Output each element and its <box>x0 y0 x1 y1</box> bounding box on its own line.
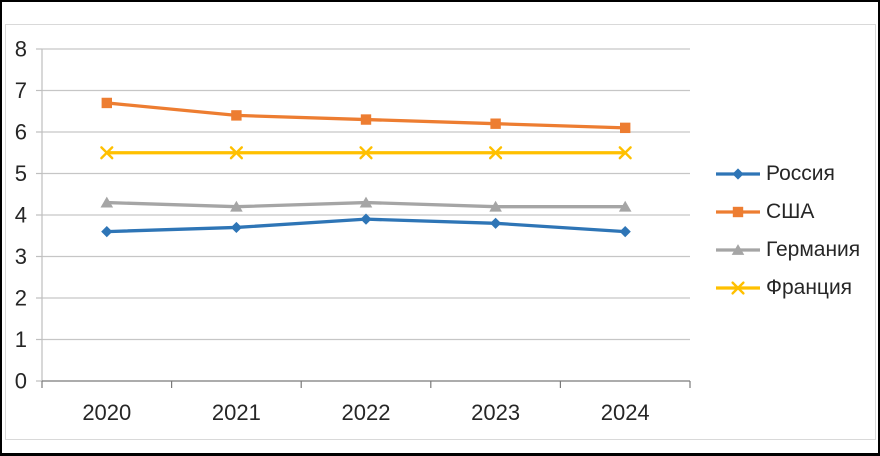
data-point-france-2024[interactable] <box>618 146 632 160</box>
y-axis-tick-label: 4 <box>15 203 27 228</box>
y-axis-tick-label: 2 <box>15 286 27 311</box>
x-axis-tick-label: 2020 <box>82 400 131 425</box>
y-axis-tick-label: 6 <box>15 120 27 145</box>
legend-label-germany: Германия <box>766 238 861 261</box>
data-point-russia-2023[interactable] <box>490 217 502 229</box>
series-usa[interactable] <box>101 97 631 134</box>
data-point-france-2023[interactable] <box>489 146 503 160</box>
legend-item-germany[interactable]: Германия <box>716 238 860 262</box>
data-point-germany-2022[interactable] <box>359 196 373 208</box>
y-axis-tick-label: 0 <box>15 369 27 394</box>
data-point-russia-2024[interactable] <box>619 226 631 238</box>
series-france[interactable] <box>100 146 632 160</box>
data-point-usa-2021[interactable] <box>231 110 242 121</box>
y-axis-tick-label: 5 <box>15 161 27 186</box>
legend-label-usa: США <box>766 200 815 223</box>
legend-item-france[interactable]: Франция <box>716 276 860 300</box>
legend-marker-germany <box>716 244 760 255</box>
legend-item-russia[interactable]: Россия <box>716 162 860 186</box>
y-axis-tick-label: 8 <box>15 37 27 62</box>
data-point-usa-2020[interactable] <box>101 97 112 109</box>
chart-area-border <box>5 24 876 440</box>
legend-item-usa[interactable]: США <box>716 200 860 224</box>
series-germany[interactable] <box>100 196 632 212</box>
y-axis-tick-label: 7 <box>15 78 27 103</box>
data-point-france-2021[interactable] <box>229 146 243 160</box>
y-axis-tick-label: 1 <box>15 327 27 352</box>
data-point-russia-2020[interactable] <box>101 226 113 238</box>
data-point-germany-2021[interactable] <box>230 200 243 212</box>
data-point-france-2020[interactable] <box>100 146 114 160</box>
x-axis-tick-label: 2023 <box>471 400 520 425</box>
chart-legend: Россия США Германия Франция <box>716 162 860 300</box>
data-point-russia-2021[interactable] <box>230 221 242 234</box>
legend-label-france: Франция <box>766 276 853 299</box>
series-russia[interactable] <box>101 213 631 238</box>
data-point-usa-2022[interactable] <box>360 114 372 125</box>
legend-marker-usa <box>716 206 760 218</box>
data-point-usa-2023[interactable] <box>490 118 501 129</box>
x-axis-tick-label: 2021 <box>212 400 261 425</box>
data-point-france-2022[interactable] <box>359 146 373 160</box>
x-axis-tick-label: 2024 <box>601 400 650 425</box>
data-point-germany-2020[interactable] <box>100 196 114 208</box>
data-point-germany-2024[interactable] <box>618 200 632 212</box>
legend-label-russia: Россия <box>766 162 835 185</box>
data-point-germany-2023[interactable] <box>489 200 502 212</box>
x-axis-tick-label: 2022 <box>342 400 391 425</box>
legend-marker-russia <box>716 168 760 180</box>
data-point-usa-2024[interactable] <box>620 122 631 134</box>
y-axis-tick-label: 3 <box>15 244 27 269</box>
legend-marker-france <box>716 281 760 295</box>
data-point-russia-2022[interactable] <box>360 213 372 225</box>
